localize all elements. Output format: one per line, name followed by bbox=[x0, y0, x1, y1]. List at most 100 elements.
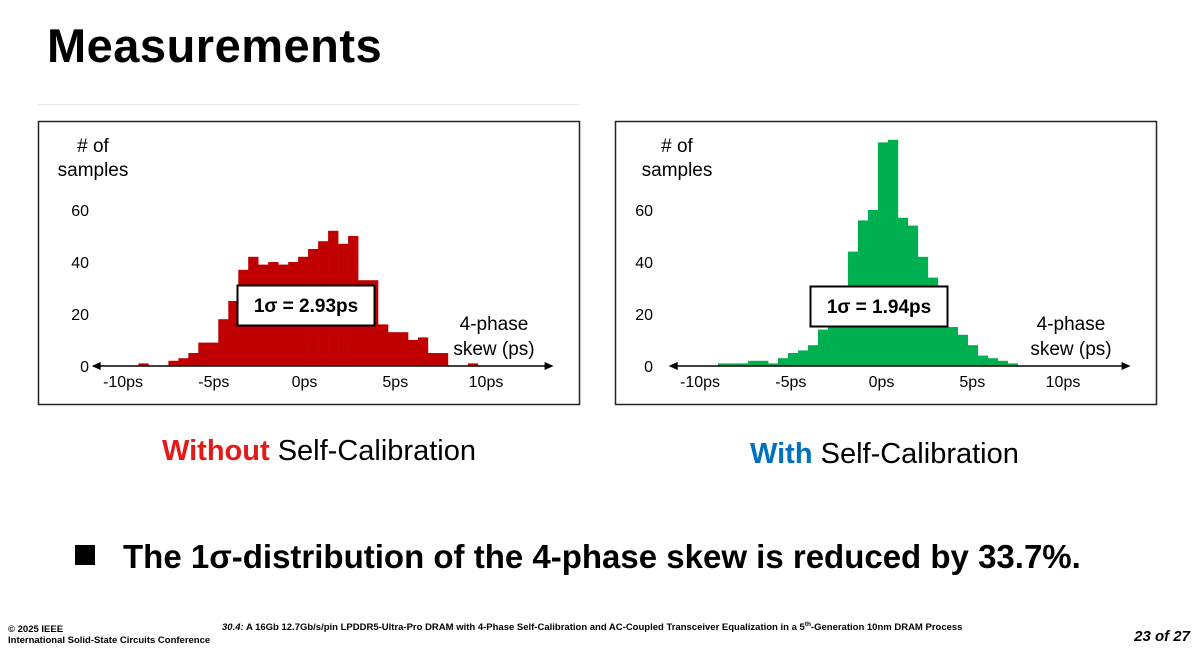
caption-text: Self-Calibration bbox=[269, 435, 476, 467]
page-title: Measurements bbox=[47, 19, 383, 72]
sigma-annotation-box: 1σ = 2.93ps bbox=[236, 284, 376, 327]
y-tick-label: 0 bbox=[80, 359, 89, 376]
caption-text: Self-Calibration bbox=[812, 438, 1019, 470]
caption-keyword: With bbox=[750, 438, 813, 470]
sigma-annotation-box: 1σ = 1.94ps bbox=[809, 285, 949, 328]
histogram-bar bbox=[1007, 363, 1018, 366]
x-axis-label-line1: 4-phase bbox=[1037, 314, 1106, 335]
histogram-bar bbox=[818, 329, 829, 366]
histogram-bar bbox=[718, 363, 729, 366]
histogram-bar bbox=[957, 334, 968, 366]
histogram-bar bbox=[138, 363, 149, 366]
footer-copyright: © 2025 IEEE International Solid-State Ci… bbox=[8, 624, 210, 646]
histogram-bar bbox=[218, 319, 229, 366]
copyright-text: © 2025 IEEE bbox=[8, 624, 64, 635]
caption-without-calibration: Without Self-Calibration bbox=[162, 435, 476, 468]
histogram-bar bbox=[947, 327, 958, 366]
x-axis-label-line2: skew (ps) bbox=[453, 339, 534, 360]
x-axis-label-line2: skew (ps) bbox=[1030, 339, 1111, 360]
histogram-bar bbox=[837, 298, 849, 366]
x-tick-label: -5ps bbox=[198, 374, 229, 391]
paper-title-b: -Generation 10nm DRAM Process bbox=[810, 622, 963, 634]
histogram-bar bbox=[828, 321, 839, 366]
x-tick-label: 0ps bbox=[869, 374, 895, 391]
histogram-bar bbox=[417, 337, 429, 366]
histogram-bar bbox=[378, 324, 389, 366]
histogram-bar bbox=[228, 301, 239, 366]
x-axis bbox=[668, 362, 1131, 370]
y-tick-label: 20 bbox=[635, 307, 653, 324]
y-tick-label: 60 bbox=[71, 203, 89, 220]
histogram-bar bbox=[778, 358, 789, 366]
histogram-bar bbox=[467, 363, 479, 366]
y-tick-label: 60 bbox=[635, 203, 653, 220]
page-number: 23 of 27 bbox=[1134, 628, 1190, 645]
paper-title-a: A 16Gb 12.7Gb/s/pin LPDDR5-Ultra-Pro DRA… bbox=[243, 622, 805, 634]
histogram-bar bbox=[877, 142, 889, 366]
axis-ticks: -10ps -5ps 0ps 5ps 10ps 0 20 40 60 bbox=[635, 203, 1080, 391]
caption-with-calibration: With Self-Calibration bbox=[750, 438, 1019, 471]
y-axis-label-line1: # of bbox=[77, 136, 109, 157]
histogram-bar bbox=[188, 353, 199, 366]
left-arrow-icon bbox=[668, 362, 678, 370]
x-axis-label-line1: 4-phase bbox=[460, 314, 529, 335]
histogram-bar bbox=[168, 360, 179, 366]
histogram-bar bbox=[388, 332, 399, 366]
histogram-bar bbox=[768, 363, 779, 366]
histogram-bars bbox=[718, 139, 1018, 366]
x-tick-label: -10ps bbox=[103, 374, 143, 391]
histogram-bar bbox=[977, 355, 988, 366]
y-tick-label: 0 bbox=[644, 359, 653, 376]
x-tick-label: 5ps bbox=[959, 374, 985, 391]
histogram-bar bbox=[738, 363, 749, 366]
x-tick-label: 10ps bbox=[1046, 374, 1081, 391]
chart-frame bbox=[37, 120, 581, 406]
histogram-bar bbox=[748, 360, 759, 366]
histogram-bar bbox=[728, 363, 739, 366]
x-tick-label: 5ps bbox=[382, 374, 408, 391]
histogram-bar bbox=[788, 353, 799, 366]
histogram-bar bbox=[427, 353, 439, 366]
x-axis bbox=[91, 362, 554, 370]
histogram-bar bbox=[437, 353, 449, 366]
histogram-bar bbox=[208, 342, 219, 366]
bullet-square-icon bbox=[75, 545, 95, 565]
bullet-point: The 1σ-distribution of the 4-phase skew … bbox=[75, 538, 1081, 576]
histogram-bar bbox=[798, 350, 809, 366]
y-tick-label: 20 bbox=[71, 307, 89, 324]
histogram-bar bbox=[997, 360, 1008, 366]
histogram-bar bbox=[758, 360, 769, 366]
sigma-annotation: 1σ = 1.94ps bbox=[827, 297, 931, 318]
axis-ticks: -10ps -5ps 0ps 5ps 10ps 0 20 40 60 bbox=[71, 203, 503, 391]
y-axis-label-line1: # of bbox=[661, 136, 693, 157]
histogram-bar bbox=[398, 332, 409, 366]
histogram-bar bbox=[808, 345, 819, 366]
bullet-text: The 1σ-distribution of the 4-phase skew … bbox=[123, 538, 1081, 575]
x-tick-label: -10ps bbox=[680, 374, 720, 391]
histogram-bar bbox=[887, 139, 899, 366]
histogram-bar bbox=[987, 358, 998, 366]
x-tick-label: 10ps bbox=[469, 374, 504, 391]
y-axis-label-line2: samples bbox=[58, 160, 129, 181]
right-arrow-icon bbox=[1121, 362, 1131, 370]
y-tick-label: 40 bbox=[71, 255, 89, 272]
y-axis-label-line2: samples bbox=[642, 160, 713, 181]
x-tick-label: 0ps bbox=[292, 374, 318, 391]
x-tick-label: -5ps bbox=[775, 374, 806, 391]
conference-name: International Solid-State Circuits Confe… bbox=[8, 635, 211, 646]
histogram-bar bbox=[178, 358, 189, 366]
left-arrow-icon bbox=[91, 362, 101, 370]
caption-keyword: Without bbox=[162, 435, 270, 467]
histogram-bar bbox=[967, 345, 978, 366]
histogram-bar bbox=[198, 342, 209, 366]
session-number: 30.4: bbox=[222, 622, 244, 634]
sigma-annotation: 1σ = 2.93ps bbox=[254, 296, 358, 317]
histogram-bar bbox=[408, 340, 419, 366]
y-tick-label: 40 bbox=[635, 255, 653, 272]
chart-frame bbox=[614, 120, 1158, 406]
paper-title-sup: th bbox=[804, 621, 811, 628]
right-arrow-icon bbox=[544, 362, 554, 370]
